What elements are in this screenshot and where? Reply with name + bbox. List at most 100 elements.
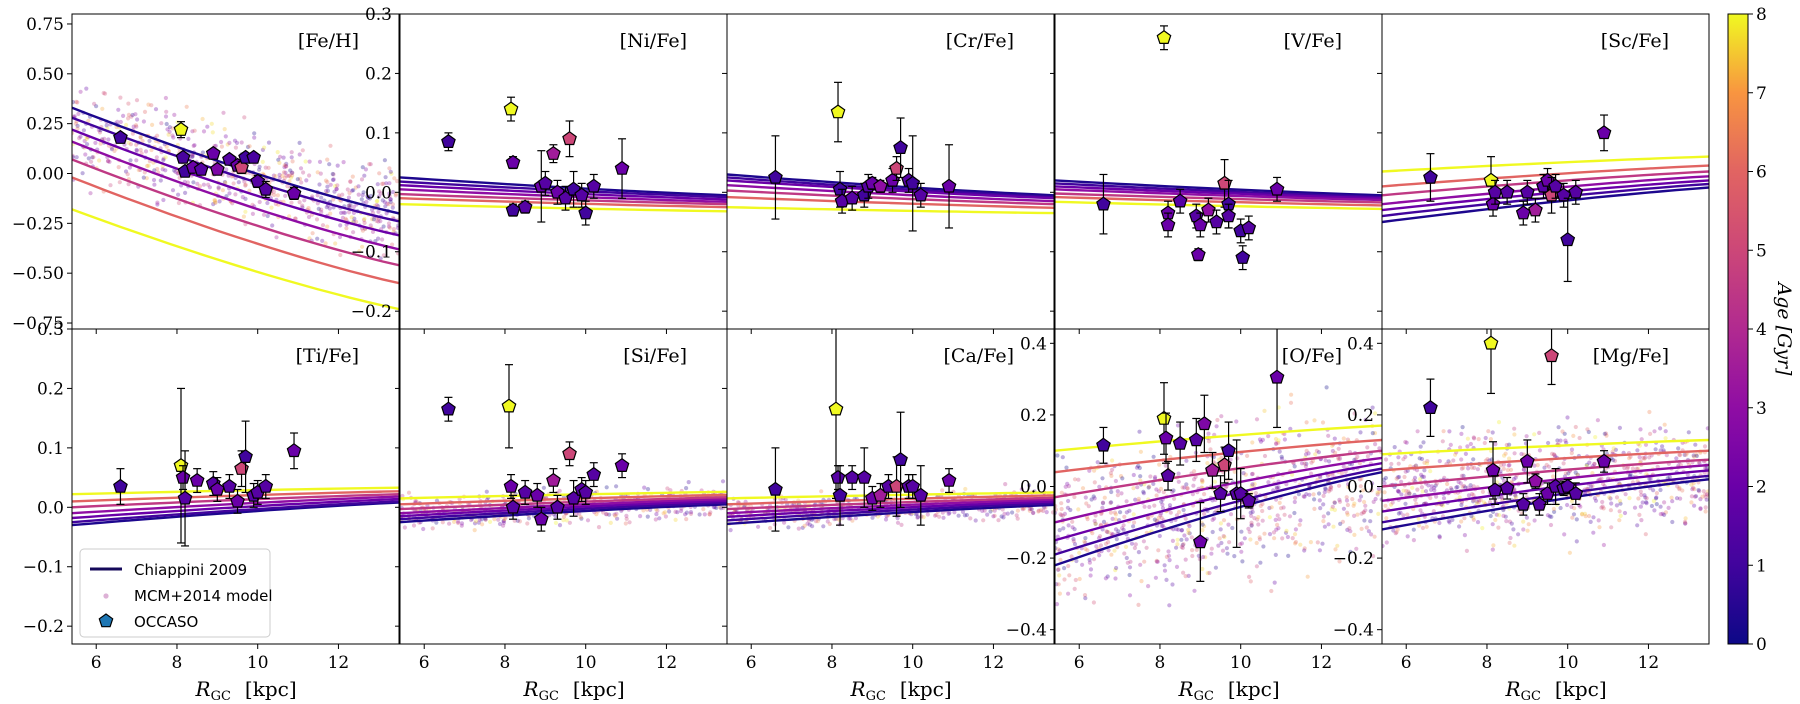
model-point — [1459, 519, 1464, 524]
model-point — [184, 104, 189, 109]
model-point — [1118, 510, 1123, 515]
model-point — [381, 181, 386, 186]
model-point — [1493, 517, 1498, 523]
plot-area — [727, 329, 1054, 533]
model-point — [1428, 495, 1433, 501]
model-point — [1689, 482, 1694, 487]
occaso-point — [1096, 437, 1111, 452]
model-line — [727, 491, 1054, 500]
model-point — [452, 519, 457, 525]
model-point — [149, 147, 154, 153]
model-point — [134, 148, 139, 153]
panel-v-fe: [V/Fe] — [1050, 13, 1383, 334]
model-point — [1156, 489, 1162, 494]
model-point — [919, 514, 924, 519]
model-point — [158, 178, 163, 183]
model-point — [287, 173, 292, 178]
model-point — [1061, 526, 1066, 531]
model-point — [1405, 534, 1410, 539]
model-point — [1682, 519, 1688, 524]
model-point — [1074, 558, 1079, 564]
model-point — [1630, 466, 1635, 471]
model-point — [109, 147, 115, 152]
model-point — [1258, 560, 1263, 565]
model-point — [1506, 463, 1511, 468]
model-point — [1158, 486, 1164, 491]
model-point — [1163, 463, 1168, 468]
model-point — [1704, 497, 1709, 502]
model-point — [161, 156, 166, 161]
model-point — [1466, 466, 1471, 471]
model-point — [1167, 558, 1172, 563]
model-point — [1428, 487, 1434, 492]
model-point — [1472, 436, 1477, 441]
model-point — [1355, 454, 1360, 459]
model-point — [1575, 472, 1580, 477]
model-point — [1186, 530, 1191, 536]
model-point — [1205, 571, 1210, 576]
occaso-point — [209, 161, 225, 176]
model-point — [243, 209, 248, 214]
model-point — [1298, 518, 1303, 523]
model-point — [378, 219, 383, 224]
model-point — [1280, 536, 1285, 541]
model-point — [325, 184, 330, 189]
model-point — [395, 225, 399, 230]
model-point — [1683, 521, 1688, 526]
model-line — [727, 176, 1054, 199]
model-point — [1569, 451, 1574, 456]
model-point — [895, 520, 901, 525]
model-point — [129, 114, 134, 119]
model-point — [1496, 513, 1502, 518]
model-point — [1106, 540, 1111, 545]
model-point — [1468, 483, 1473, 488]
y-tick-label: 0.0 — [37, 498, 64, 518]
model-point — [1383, 503, 1388, 508]
model-point — [354, 219, 359, 224]
model-point — [1175, 423, 1181, 428]
model-point — [1459, 502, 1464, 508]
model-point — [323, 241, 328, 246]
model-point — [271, 189, 276, 194]
model-point — [1176, 527, 1181, 532]
model-point — [1132, 545, 1137, 551]
model-point — [1396, 511, 1401, 516]
model-point — [1437, 459, 1442, 464]
model-point — [1432, 488, 1437, 493]
model-point — [344, 226, 349, 231]
model-point — [1124, 555, 1129, 561]
model-point — [1610, 449, 1615, 454]
model-point — [1241, 514, 1246, 519]
x-axis-label-main: R — [523, 677, 539, 700]
model-point — [128, 142, 133, 147]
model-line — [1055, 192, 1382, 204]
model-point — [1322, 490, 1327, 495]
model-point — [1330, 504, 1335, 509]
model-point — [472, 521, 478, 526]
model-point — [377, 194, 382, 199]
occaso-point — [1192, 534, 1208, 549]
model-point — [1487, 500, 1493, 505]
occaso-point — [1528, 473, 1543, 488]
model-point — [1129, 541, 1135, 546]
model-point — [340, 215, 345, 220]
x-tick-label: 8 — [827, 653, 838, 673]
model-point — [243, 182, 248, 187]
model-point — [164, 144, 169, 149]
model-point — [1072, 586, 1077, 592]
occaso-point — [1209, 214, 1224, 229]
model-point — [1336, 455, 1341, 460]
model-point — [1262, 408, 1267, 413]
panel-frame — [399, 328, 728, 645]
model-point — [1063, 484, 1068, 489]
occaso-point — [546, 145, 561, 160]
model-point — [875, 514, 881, 519]
model-point — [282, 165, 287, 170]
model-point — [1562, 431, 1567, 436]
model-point — [1705, 426, 1709, 431]
model-point — [1426, 483, 1431, 488]
model-point — [1694, 453, 1699, 459]
model-point — [1036, 509, 1041, 514]
occaso-point — [1519, 453, 1535, 468]
model-point — [642, 485, 647, 490]
